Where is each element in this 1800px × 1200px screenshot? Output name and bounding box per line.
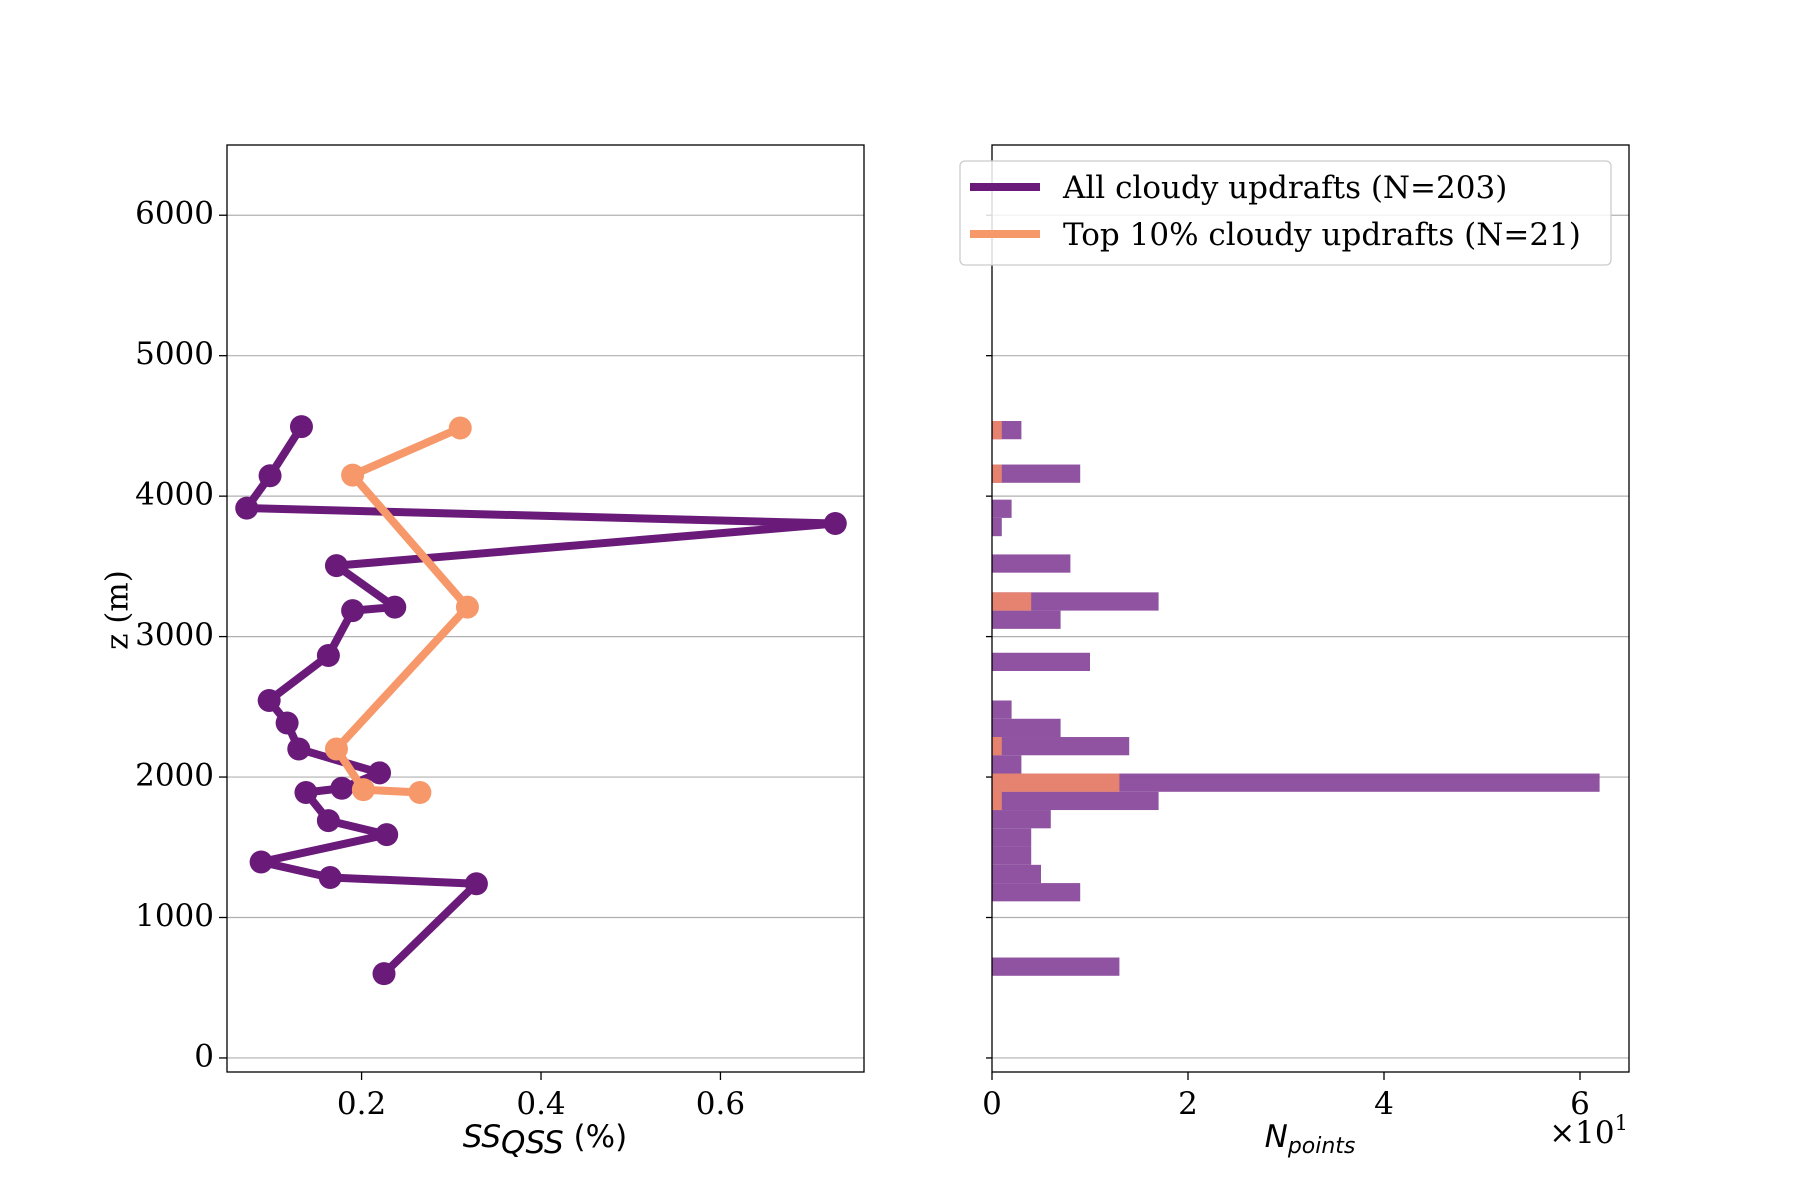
legend-label-top-10-cloudy-updrafts: Top 10% cloudy updrafts (N=21) [1063,217,1581,253]
series-1-point [455,595,479,619]
series-0-point [368,761,392,785]
legend: All cloudy updrafts (N=203) Top 10% clou… [959,160,1612,266]
series-0-point [375,823,399,847]
right-x-offset-exp: 1 [1615,1111,1628,1135]
histogram-bar-series-0 [992,652,1090,672]
histogram-bar-series-0 [992,828,1032,847]
right-x-tick-label: 0 [982,1086,1002,1122]
series-0-point [275,711,299,735]
series-0-point [318,865,342,889]
left-y-tick-label: 1000 [135,898,214,934]
left-y-ticks: 0 1000 2000 3000 4000 5000 6000 [135,196,227,1074]
histogram-bar-series-0 [992,957,1120,976]
left-x-axis-label-sub: QSS [501,1125,564,1161]
series-0-point [341,599,365,623]
series-0-point [235,496,259,520]
right-panel: 0 2 4 6 Npoints ×101 All cloudy updrafts (N… [959,144,1630,1159]
left-y-tick-label: 3000 [135,617,214,653]
left-axes-frame [226,144,865,1073]
histogram-bar-series-1 [992,791,1002,811]
right-histogram-bars [992,420,1600,976]
histogram-bar-series-1 [992,420,1002,440]
left-y-tick-label: 0 [194,1038,214,1074]
series-1-point [341,463,365,487]
right-x-tick-label: 4 [1374,1086,1394,1122]
right-gridlines [992,214,1629,1059]
histogram-bar-series-0 [992,773,1600,792]
series-0-point [372,962,396,986]
left-x-tick-label: 0.2 [337,1086,386,1122]
legend-frame [959,160,1612,266]
right-x-tick-label: 6 [1570,1086,1590,1122]
histogram-bar-series-1 [992,773,1120,792]
right-x-ticks: 0 2 4 6 [982,1072,1590,1122]
left-x-tick-label: 0.6 [696,1086,745,1122]
left-x-ticks: 0.2 0.4 0.6 [337,1072,745,1122]
left-x-axis-label: SSQSS (%) [463,1119,627,1161]
right-x-axis-label-sub: points [1287,1134,1356,1159]
histogram-bar-series-0 [992,718,1061,738]
series-0-point [257,688,281,712]
histogram-bar-series-1 [992,737,1002,756]
series-0-point [316,644,340,668]
left-gridlines [227,214,864,1059]
series-1-point [351,778,375,802]
right-axes-frame [991,144,1630,1073]
histogram-bar-series-0 [992,791,1159,811]
right-x-axis-label-main: N [1265,1119,1288,1155]
left-y-tick-label: 4000 [135,477,214,513]
left-x-tick-label: 0.4 [516,1086,565,1122]
right-y-ticks [986,214,992,1059]
series-0-point [289,415,313,439]
series-0-point [287,737,311,761]
left-y-tick-label: 5000 [135,336,214,372]
histogram-bar-series-0 [992,755,1022,774]
histogram-bar-series-0 [992,592,1159,611]
left-series [235,415,847,986]
series-0-point [324,554,348,578]
right-x-tick-label: 2 [1178,1086,1198,1122]
histogram-bar-series-1 [992,592,1032,611]
histogram-bar-series-1 [992,464,1002,483]
series-0-point [330,776,354,800]
right-x-offset-label: ×101 [1549,1111,1628,1151]
histogram-bar-series-0 [992,610,1061,629]
histogram-bar-series-0 [992,700,1012,719]
series-0-point [316,809,340,833]
series-line-0 [242,424,840,977]
histogram-bar-series-0 [992,554,1071,573]
left-y-tick-label: 6000 [135,196,214,232]
histogram-bar-series-0 [992,464,1081,483]
series-0-point [249,850,273,874]
series-0-point [823,512,847,536]
histogram-bar-series-0 [992,846,1032,865]
histogram-bar-series-0 [992,499,1012,518]
series-1-point [408,780,432,804]
series-0-point [258,464,282,488]
right-x-axis-label: Npoints [1265,1119,1356,1159]
legend-label-all-cloudy-updrafts: All cloudy updrafts (N=203) [1062,170,1507,206]
series-0-point [464,872,488,896]
left-x-axis-label-main: SS [463,1119,501,1155]
histogram-bar-series-0 [992,517,1002,537]
histogram-bar-series-0 [992,810,1051,829]
right-x-offset-base: ×10 [1549,1115,1614,1151]
series-0-point [294,780,318,804]
histogram-bar-series-0 [992,864,1041,884]
series-1-point [448,416,472,440]
left-panel: 0 1000 2000 3000 4000 5000 6000 0.2 0.4 0.6 z (m… [100,144,865,1161]
left-x-axis-label-suffix: (%) [564,1119,628,1155]
histogram-bar-series-0 [992,737,1130,756]
histogram-bar-series-0 [992,883,1081,902]
series-1-point [324,737,348,761]
left-y-axis-label: z (m) [100,570,136,650]
series-0-point [383,595,407,619]
left-y-tick-label: 2000 [135,758,214,794]
